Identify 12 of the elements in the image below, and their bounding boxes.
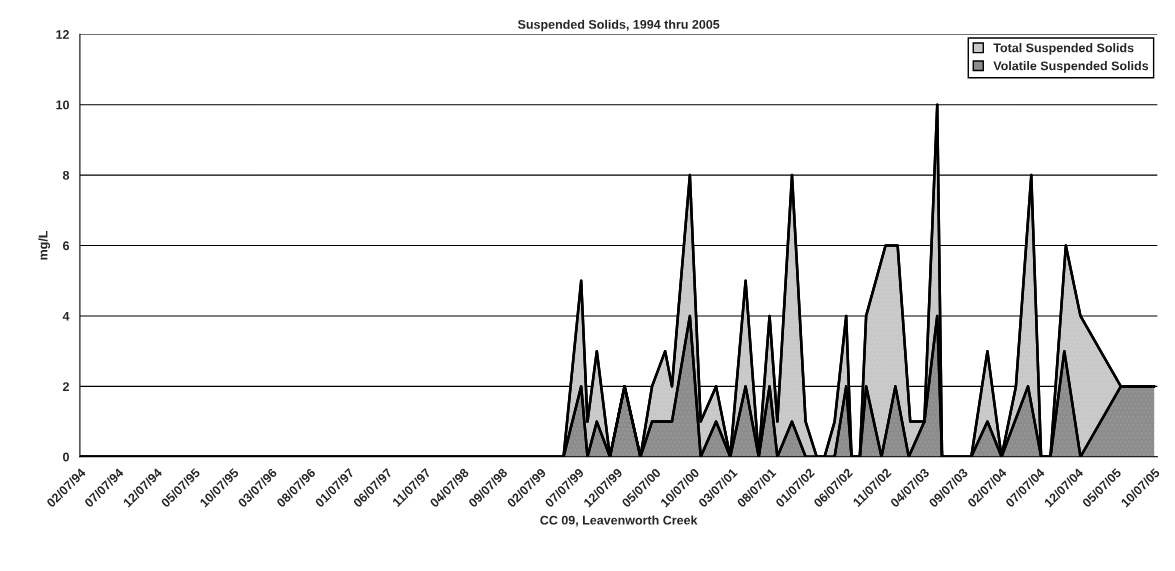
y-tick-label: 12 (56, 30, 69, 39)
y-axis-title: mg/L (38, 230, 51, 260)
x-axis-title: CC 09, Leavenworth Creek (540, 515, 698, 527)
legend-label: Volatile Suspended Solids (993, 61, 1149, 73)
y-tick-label: 10 (56, 100, 69, 110)
y-tick-label: 8 (62, 170, 70, 180)
y-tick-label: 0 (63, 452, 69, 462)
legend-label: Total Suspended Solids (993, 43, 1134, 55)
chart-title: Suspended Solids, 1994 thru 2005 (517, 19, 720, 32)
y-tick-label: 6 (62, 241, 70, 251)
y-tick-label: 2 (62, 382, 69, 391)
y-tick-label: 4 (62, 311, 70, 321)
